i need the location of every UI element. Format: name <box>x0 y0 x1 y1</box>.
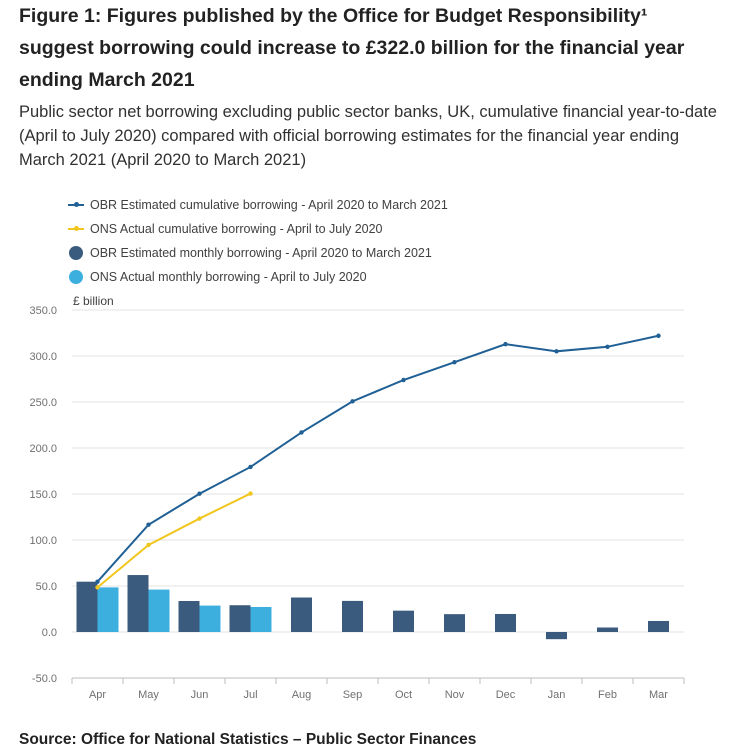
legend-label: OBR Estimated cumulative borrowing - Apr… <box>90 198 448 212</box>
bar-ons-monthly <box>97 587 119 632</box>
x-tick-label: Sep <box>343 689 363 701</box>
x-tick-label: Mar <box>649 689 668 701</box>
point-obr-cumulative <box>605 344 610 349</box>
borrowing-chart: £ billion 350.0 300.0 250.0 200.0 150.0 100.0… <box>29 294 685 701</box>
x-tick-label: Jul <box>243 689 257 701</box>
point-ons-cumulative <box>197 516 202 521</box>
legend-label: ONS Actual monthly borrowing - April to … <box>90 270 367 284</box>
legend-item-obr-monthly[interactable]: OBR Estimated monthly borrowing - April … <box>68 241 448 265</box>
point-obr-cumulative <box>656 333 661 338</box>
y-tick-label: -50.0 <box>32 673 57 685</box>
chart-title: Figure 1: Figures published by the Offic… <box>19 5 685 91</box>
y-tick-label: 200.0 <box>29 443 57 455</box>
line-swatch-icon <box>68 197 84 213</box>
x-tick-label: Nov <box>445 689 465 701</box>
bar-obr-monthly <box>127 575 149 632</box>
y-tick-label: 150.0 <box>29 489 57 501</box>
x-tick-label: Jun <box>191 689 209 701</box>
x-tick-label: Jan <box>548 689 566 701</box>
point-obr-cumulative <box>146 522 151 527</box>
point-obr-cumulative <box>248 464 253 470</box>
y-axis-label: £ billion <box>73 294 114 308</box>
line-ons-cumulative <box>96 492 251 589</box>
bar-obr-monthly <box>342 600 363 632</box>
x-tick-label: Apr <box>89 689 106 701</box>
source-note: Source: Office for National Statistics –… <box>19 731 477 748</box>
y-tick-label: 350.0 <box>29 305 57 317</box>
bar-obr-monthly <box>76 581 98 632</box>
point-obr-cumulative <box>197 491 202 496</box>
point-obr-cumulative <box>503 341 508 347</box>
bar-ons-monthly <box>199 605 221 632</box>
legend-label: ONS Actual cumulative borrowing - April … <box>90 222 383 236</box>
x-tick-label: Aug <box>292 689 312 701</box>
point-obr-cumulative <box>350 399 355 404</box>
y-tick-label: 100.0 <box>29 535 57 547</box>
line-obr-cumulative <box>96 334 659 583</box>
point-obr-cumulative <box>554 349 559 354</box>
x-tick-label: May <box>138 689 159 701</box>
circle-swatch-icon <box>68 269 84 285</box>
bar-obr-monthly <box>648 620 669 632</box>
bar-obr-monthly <box>444 614 465 632</box>
point-obr-cumulative <box>95 579 100 584</box>
line-series <box>95 333 661 590</box>
bar-ons-monthly <box>250 606 272 632</box>
bar-obr-monthly <box>495 613 516 632</box>
x-tick-label: Feb <box>598 689 617 701</box>
bar-obr-monthly <box>291 597 312 632</box>
line-swatch-icon <box>68 221 84 237</box>
point-ons-cumulative <box>95 585 100 590</box>
bar-series <box>76 575 669 640</box>
y-tick-label: 0.0 <box>42 627 57 639</box>
y-tick-label: 250.0 <box>29 397 57 409</box>
point-ons-cumulative <box>248 491 253 496</box>
bar-obr-monthly <box>546 632 567 640</box>
x-tick-label: Dec <box>496 689 516 701</box>
point-ons-cumulative <box>146 542 151 548</box>
axes: 350.0 300.0 250.0 200.0 150.0 100.0 50.0 0.0 -50… <box>29 305 685 701</box>
bar-obr-monthly <box>229 605 251 632</box>
point-obr-cumulative <box>401 377 406 383</box>
legend-item-obr-cumulative[interactable]: OBR Estimated cumulative borrowing - Apr… <box>68 193 448 217</box>
y-tick-label: 300.0 <box>29 351 57 363</box>
chart-legend: OBR Estimated cumulative borrowing - Apr… <box>68 193 448 289</box>
x-tick-label: Oct <box>395 689 412 701</box>
chart-subtitle: Public sector net borrowing excluding pu… <box>19 103 717 169</box>
bar-ons-monthly <box>148 589 170 632</box>
circle-swatch-icon <box>68 245 84 261</box>
legend-item-ons-monthly[interactable]: ONS Actual monthly borrowing - April to … <box>68 265 448 289</box>
y-tick-label: 50.0 <box>36 581 57 593</box>
legend-item-ons-cumulative[interactable]: ONS Actual cumulative borrowing - April … <box>68 217 448 241</box>
point-obr-cumulative <box>452 359 457 365</box>
legend-label: OBR Estimated monthly borrowing - April … <box>90 246 432 260</box>
point-obr-cumulative <box>299 430 304 435</box>
bar-obr-monthly <box>393 610 414 632</box>
bar-obr-monthly <box>178 600 200 632</box>
bar-obr-monthly <box>597 627 618 632</box>
